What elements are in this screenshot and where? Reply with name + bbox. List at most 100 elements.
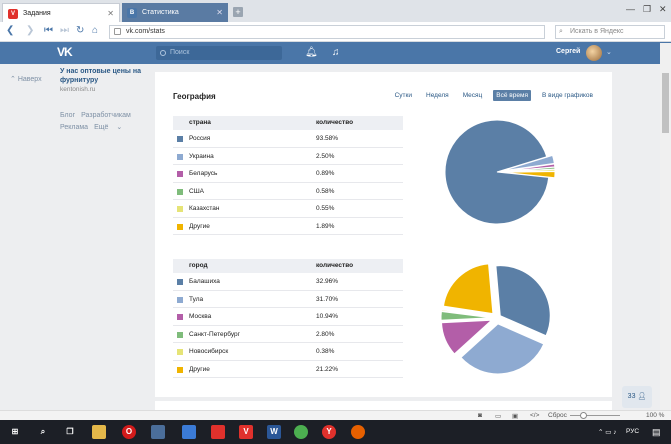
forward-icon[interactable]: ❯ [26, 25, 35, 36]
pie-slice [444, 119, 550, 225]
search-icon: ⌕ [559, 28, 563, 35]
chat-button[interactable]: 33 👤︎ [622, 386, 652, 408]
reset-label[interactable]: Сброс [548, 412, 567, 419]
windows-start-icon[interactable]: ⊞ [11, 427, 19, 436]
language-indicator[interactable]: РУС [626, 428, 640, 435]
table-row: Балашиха 32.96% [173, 273, 403, 291]
pie-slice [440, 319, 493, 355]
row-label: США [189, 187, 204, 195]
firefox-icon[interactable] [351, 425, 365, 439]
code-icon[interactable]: </> [530, 412, 540, 419]
scrollbar[interactable] [660, 43, 671, 413]
legend-swatch [177, 153, 183, 160]
table-header: страна количество [173, 116, 403, 130]
back-to-top-link[interactable]: ⌃ Наверх [10, 75, 42, 83]
table-row: Москва 10.94% [173, 308, 403, 326]
music-icon[interactable]: ♫ [332, 47, 340, 58]
fast-forward-icon[interactable]: ⏭ [60, 25, 69, 36]
tab-month[interactable]: Месяц [462, 92, 483, 99]
table-row: Украина 2.50% [173, 148, 403, 165]
taskbar: ⊞ ⌕ ❐ O V W Y ⌃ ▭ ♪ РУС ▤ [0, 420, 671, 444]
vk-search-placeholder: Поиск [170, 49, 190, 56]
search-icon[interactable]: ⌕ [40, 427, 46, 436]
new-tab-button[interactable]: + [233, 7, 243, 17]
footer-links: Блог Разработчикам Реклама Ещё ⌄ [60, 110, 150, 134]
store-icon[interactable] [182, 425, 196, 439]
tab-statistika[interactable]: B Статистика ✕ [122, 3, 228, 22]
countries-pie-chart [444, 119, 556, 225]
close-icon[interactable]: ✕ [107, 9, 114, 18]
vk-search-input[interactable]: Поиск [156, 46, 282, 60]
tab-zadaniya[interactable]: V Задания ✕ [2, 3, 120, 22]
link-developers[interactable]: Разработчикам [81, 112, 131, 119]
countries-table: страна количество Россия 93.58% Украина 2.5… [173, 116, 403, 235]
zoom-slider[interactable] [570, 415, 620, 416]
close-icon[interactable]: ✕ [216, 8, 223, 17]
minimize-icon[interactable]: — [626, 4, 635, 14]
ad-url[interactable]: kentonish.ru [60, 86, 96, 93]
vk-header: VK Поиск 🔔︎ ♫ Сергей ⌄ [0, 42, 671, 64]
link-ads[interactable]: Реклама [60, 124, 89, 131]
legend-swatch [177, 206, 183, 212]
app-icon[interactable] [151, 425, 165, 439]
reload-icon[interactable]: ↻ [76, 25, 85, 36]
image-icon[interactable]: ▣ [512, 413, 519, 420]
row-value: 2.50% [316, 152, 335, 160]
legend-swatch [177, 296, 183, 303]
browser-status-bar: ◙ ▭ ▣ </> Сброс 100 % [0, 410, 671, 420]
cities-table: город количество Балашиха 32.96% Тула 31.70… [173, 259, 403, 378]
column-header-count: количество [316, 262, 354, 269]
tray-icons[interactable]: ⌃ ▭ ♪ [598, 429, 617, 436]
task-view-icon[interactable]: ❐ [66, 427, 74, 436]
tab-label: Задания [23, 10, 51, 17]
row-value: 0.89% [316, 170, 335, 177]
opera-icon[interactable]: O [122, 425, 136, 439]
bell-icon[interactable]: 🔔︎ [305, 47, 318, 58]
notifications-icon[interactable]: ▤ [652, 427, 661, 437]
user-name[interactable]: Сергей [556, 48, 581, 55]
folder-icon[interactable] [92, 425, 106, 439]
url-field[interactable]: vk.com/stats [109, 25, 545, 39]
row-label: Казахстан [189, 205, 220, 212]
chevron-down-icon[interactable]: ⌄ [606, 49, 612, 56]
tab-all-time[interactable]: Всё время [493, 90, 531, 101]
chrome-icon[interactable] [294, 425, 308, 439]
address-bar: ❮ ❯ ⏮ ⏭ ↻ ⌂ vk.com/stats ⌕ Искать в Янде… [0, 22, 671, 42]
maximize-icon[interactable]: ❐ [643, 4, 652, 14]
camera-icon[interactable]: ◙ [478, 412, 482, 419]
yandex-search-input[interactable]: ⌕ Искать в Яндекс [555, 25, 665, 39]
word-icon[interactable]: W [267, 425, 281, 439]
yandex-icon[interactable]: Y [322, 425, 336, 439]
row-value: 93.58% [316, 135, 339, 142]
legend-swatch [177, 188, 183, 195]
tab-week[interactable]: Неделя [426, 92, 449, 99]
table-row: Санкт-Петербург 2.80% [173, 326, 403, 343]
app-icon[interactable] [211, 425, 225, 439]
legend-swatch [177, 171, 183, 177]
cities-pie-chart [440, 263, 551, 375]
close-window-icon[interactable]: ✕ [659, 4, 667, 14]
tab-as-charts[interactable]: В виде графиков [541, 92, 593, 99]
tab-day[interactable]: Сутки [394, 92, 413, 99]
zoom-slider-handle[interactable] [580, 412, 587, 419]
vivaldi-icon[interactable]: V [239, 425, 253, 439]
scrollbar-thumb[interactable] [662, 73, 669, 133]
yandex-search-placeholder: Искать в Яндекс [570, 28, 624, 35]
vivaldi-icon: V [8, 9, 18, 19]
link-blog[interactable]: Блог [60, 112, 76, 119]
row-label: Другие [189, 365, 210, 373]
next-card [155, 401, 612, 410]
column-header-city: город [189, 262, 208, 269]
avatar[interactable] [586, 45, 602, 61]
window-icon[interactable]: ▭ [495, 413, 502, 420]
vk-logo[interactable]: VK [57, 45, 73, 59]
link-more[interactable]: Ещё ⌄ [94, 124, 123, 131]
chat-count: 33 [627, 393, 636, 400]
back-icon[interactable]: ❮ [6, 25, 15, 36]
rewind-icon[interactable]: ⏮ [44, 25, 53, 36]
home-icon[interactable]: ⌂ [92, 25, 99, 36]
row-value: 21.22% [316, 365, 339, 373]
row-label: Санкт-Петербург [189, 330, 240, 338]
pie-slice [460, 323, 545, 375]
ad-title[interactable]: У нас оптовые цены на фурнитуру [60, 68, 141, 84]
